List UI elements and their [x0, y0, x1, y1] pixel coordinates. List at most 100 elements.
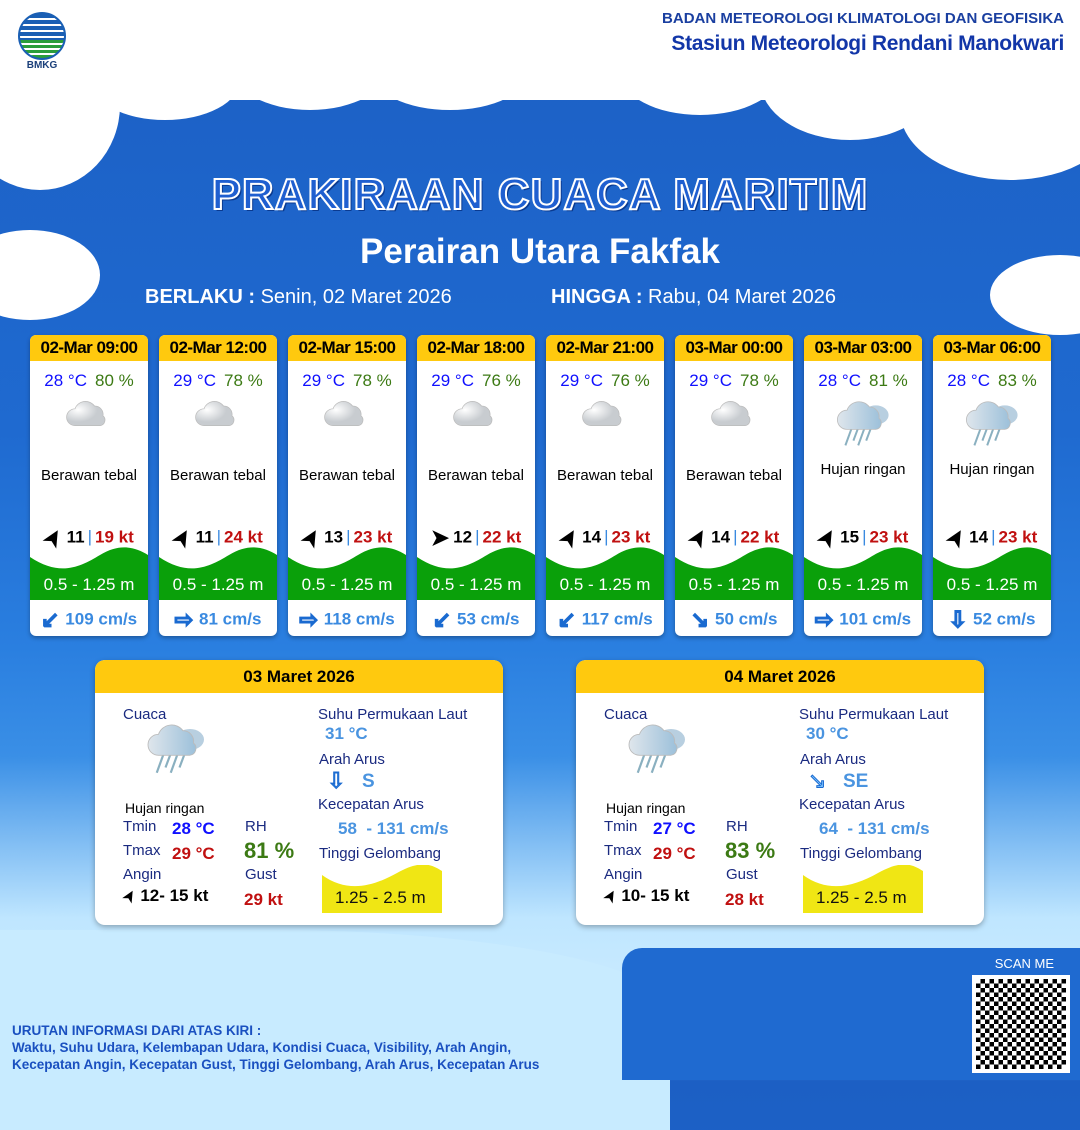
forecast-time: 03-Mar 00:00 — [675, 335, 793, 361]
current-direction-icon: ⇨ — [299, 607, 318, 633]
cloud-decoration — [370, 30, 530, 110]
weather-condition: Berawan tebal — [299, 467, 395, 484]
temp-rh: 29 °C 78 % — [675, 371, 793, 391]
humidity: 80 % — [94, 371, 134, 390]
divider: | — [87, 527, 93, 547]
humidity: 78 % — [739, 371, 779, 390]
wave-graphic — [322, 865, 442, 913]
gust-label: Gust — [245, 866, 277, 883]
current-row: ↙ 117 cm/s — [546, 607, 664, 633]
current-row: ↘ 50 cm/s — [675, 607, 793, 633]
tmin-label: Tmin — [123, 818, 157, 835]
wave-graphic — [803, 865, 923, 913]
temp-rh: 29 °C 78 % — [288, 371, 406, 391]
weather-condition: Hujan ringan — [949, 461, 1035, 478]
current-row: ↙ 109 cm/s — [30, 607, 148, 633]
current-row: ⇨ 81 cm/s — [159, 607, 277, 633]
cloud-icon — [159, 399, 277, 461]
current-row: ⇨ 101 cm/s — [804, 607, 922, 633]
forecast-card: 02-Mar 15:00 29 °C 78 % Berawan tebal ➤13… — [288, 335, 406, 636]
cloud-icon — [288, 399, 406, 461]
wave-graphic — [417, 547, 535, 600]
footer-line: Waktu, Suhu Udara, Kelembapan Udara, Kon… — [12, 1040, 512, 1055]
divider: | — [604, 527, 609, 547]
gust-value: 28 kt — [725, 890, 764, 909]
forecast-time: 02-Mar 09:00 — [30, 335, 148, 361]
rain-cloud-icon — [622, 722, 692, 780]
current-speed-label: Kecepatan Arus — [318, 796, 424, 813]
current-dir-value: S — [362, 771, 375, 792]
air-temp: 29 °C — [173, 371, 216, 390]
forecast-card: 03-Mar 00:00 29 °C 78 % Berawan tebal ➤14… — [675, 335, 793, 636]
wave-value: 1.25 - 2.5 m — [816, 888, 907, 907]
current-speed-value: 64 - 131 cm/s — [819, 819, 930, 838]
wave-label: Tinggi Gelombang — [319, 845, 442, 862]
wind-speed: 12 — [453, 527, 473, 547]
temp-rh: 28 °C 80 % — [30, 371, 148, 391]
tmax-value: 29 °C — [172, 844, 215, 863]
footer-info: URUTAN INFORMASI DARI ATAS KIRI : Waktu,… — [12, 1022, 539, 1073]
cloud-icon — [546, 399, 664, 461]
footer-line: Kecepatan Angin, Kecepatan Gust, Tinggi … — [12, 1057, 540, 1072]
current-dir-label: Arah Arus — [319, 751, 385, 768]
wind-row: ➤11 | 19 kt — [30, 524, 148, 552]
weather-condition: Berawan tebal — [686, 467, 782, 484]
rh-label: RH — [245, 818, 267, 835]
gust-speed: 22 kt — [482, 527, 522, 547]
day-date: 04 Maret 2026 — [576, 660, 984, 693]
humidity: 76 % — [610, 371, 650, 390]
forecast-time: 03-Mar 06:00 — [933, 335, 1051, 361]
current-direction-icon: ⇩ — [326, 768, 346, 794]
temp-rh: 29 °C 76 % — [546, 371, 664, 391]
wind-speed: 14 — [582, 527, 602, 547]
day-condition: Hujan ringan — [606, 800, 686, 816]
gust-label: Gust — [726, 866, 758, 883]
current-row: ⇨ 118 cm/s — [288, 607, 406, 633]
qr-code[interactable] — [972, 975, 1070, 1073]
wind-row: ➤ 12 | 22 kt — [417, 525, 535, 551]
sst-label: Suhu Permukaan Laut — [799, 706, 949, 723]
humidity: 76 % — [481, 371, 521, 390]
rain-cloud-icon — [141, 722, 211, 780]
gust-speed: 23 kt — [869, 527, 909, 547]
current-direction-icon: ↘ — [690, 607, 710, 633]
wind-speed: 11 — [195, 527, 214, 547]
current-speed-value: 58 - 131 cm/s — [338, 819, 449, 838]
weather-condition: Berawan tebal — [428, 467, 524, 484]
cloud-icon — [675, 399, 793, 461]
divider: | — [346, 527, 351, 547]
forecast-time: 02-Mar 12:00 — [159, 335, 277, 361]
divider: | — [733, 527, 738, 547]
cloud-icon — [30, 399, 148, 461]
day-date: 03 Maret 2026 — [95, 660, 503, 693]
air-temp: 28 °C — [947, 371, 990, 390]
current-dir-label: Arah Arus — [800, 751, 866, 768]
weather-condition: Berawan tebal — [170, 467, 266, 484]
current-direction-icon: ↙ — [557, 607, 576, 633]
forecast-card: 03-Mar 03:00 28 °C 81 % Hujan ringan ➤15 |… — [804, 335, 922, 636]
wave-graphic — [933, 547, 1051, 600]
wind-row: ➤14 | 23 kt — [546, 524, 664, 552]
sst-value: 30 °C — [806, 724, 849, 743]
forecast-card: 02-Mar 12:00 29 °C 78 % Berawan tebal ➤11… — [159, 335, 277, 636]
divider: | — [216, 527, 222, 547]
current-dir-value: SE — [843, 771, 869, 792]
gust-speed: 22 kt — [740, 527, 780, 547]
current-direction-icon: ↙ — [40, 607, 60, 633]
wave-height: 0.5 - 1.25 m — [43, 575, 135, 594]
wave-height: 0.5 - 1.25 m — [301, 575, 393, 594]
current-direction-icon: ↙ — [432, 607, 452, 633]
tmin-label: Tmin — [604, 818, 638, 835]
forecast-card: 03-Mar 06:00 28 °C 83 % Hujan ringan ➤14 |… — [933, 335, 1051, 636]
rh-value: 83 % — [725, 838, 776, 863]
divider: | — [475, 527, 480, 547]
forecast-time: 03-Mar 03:00 — [804, 335, 922, 361]
wave-graphic — [288, 547, 406, 600]
forecast-card: 02-Mar 21:00 29 °C 76 % Berawan tebal ➤14… — [546, 335, 664, 636]
current-speed: 53 cm/s — [457, 609, 520, 629]
air-temp: 29 °C — [689, 371, 732, 390]
sst-label: Suhu Permukaan Laut — [318, 706, 468, 723]
current-speed: 50 cm/s — [715, 609, 778, 629]
wind-value: ➤ 12- 15 kt — [119, 886, 209, 906]
gust-speed: 19 kt — [95, 527, 134, 547]
